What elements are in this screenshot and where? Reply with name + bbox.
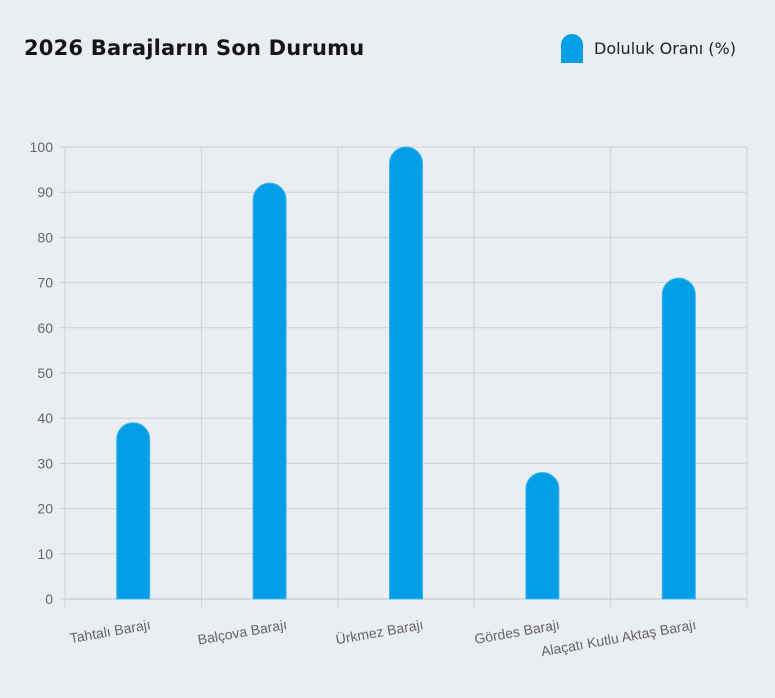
x-tick-label: Ürkmez Barajı xyxy=(334,615,424,647)
y-tick-label: 10 xyxy=(37,546,53,562)
bar[interactable] xyxy=(661,277,696,600)
y-tick-label: 20 xyxy=(37,501,53,517)
bar[interactable] xyxy=(116,422,151,600)
y-tick-label: 50 xyxy=(37,365,53,381)
x-tick-label: Balçova Barajı xyxy=(196,616,288,647)
x-tick-label: Tahtalı Barajı xyxy=(68,616,151,646)
y-tick-label: 0 xyxy=(45,591,53,607)
legend[interactable]: Doluluk Oranı (%) xyxy=(561,34,736,63)
chart-title: 2026 Barajların Son Durumu xyxy=(24,36,365,60)
bar[interactable] xyxy=(525,471,560,600)
bar[interactable] xyxy=(252,182,287,600)
y-tick-label: 90 xyxy=(37,184,53,200)
bar[interactable] xyxy=(389,146,423,600)
y-tick-label: 60 xyxy=(37,320,53,336)
legend-label: Doluluk Oranı (%) xyxy=(594,39,736,58)
y-tick-label: 100 xyxy=(30,139,54,155)
legend-swatch-icon xyxy=(561,34,583,63)
y-tick-label: 40 xyxy=(37,410,53,426)
y-tick-label: 70 xyxy=(37,275,53,291)
y-tick-label: 80 xyxy=(37,229,53,245)
y-tick-label: 30 xyxy=(37,455,53,471)
x-tick-label: Alaçatı Kutlu Aktaş Barajı xyxy=(540,616,698,659)
